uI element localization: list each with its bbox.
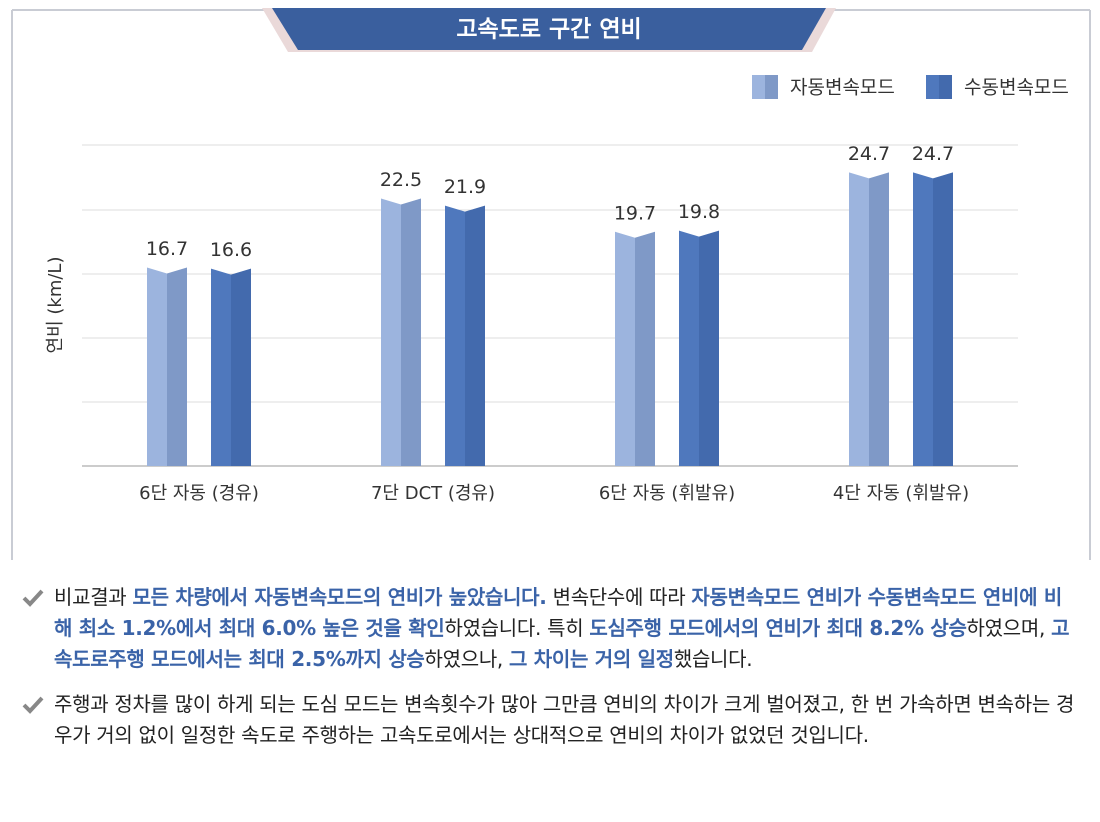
legend-label: 수동변속모드: [964, 77, 1069, 99]
bar: [913, 172, 953, 466]
note-text: 주행과 정차를 많이 하게 되는 도심 모드는 변속횟수가 많아 그만큼 연비의…: [54, 692, 1075, 747]
bar-body: [849, 172, 889, 466]
x-tick-label: 4단 자동 (휘발유): [833, 483, 969, 504]
bar: [615, 231, 655, 466]
value-label: 21.9: [444, 176, 486, 198]
note-emphasis: 자동변속모드 연비가 수동변속모드 연비에 비해 최소 1.2%에서 최대 6.…: [54, 585, 1062, 640]
bar-shade: [465, 205, 485, 466]
note-emphasis: 모든 차량에서 자동변속모드의 연비가 높았습니다.: [132, 585, 547, 609]
bar-shade: [933, 172, 953, 466]
bar-body: [147, 267, 187, 466]
bar: [679, 230, 719, 466]
value-label: 16.6: [210, 239, 252, 261]
bar-body: [381, 198, 421, 466]
note: 비교결과 모든 차량에서 자동변속모드의 연비가 높았습니다. 변속단수에 따라…: [20, 582, 1080, 675]
value-label: 22.5: [380, 169, 422, 191]
note: 주행과 정차를 많이 하게 되는 도심 모드는 변속횟수가 많아 그만큼 연비의…: [20, 689, 1080, 751]
legend-swatch: [765, 75, 778, 99]
value-label: 24.7: [848, 143, 890, 165]
chart: 고속도로 구간 연비 연비 (km/L) 6단 자동 (경유) 16.7 16.6 7…: [11, 8, 1091, 560]
x-tick-label: 6단 자동 (경유): [139, 483, 259, 504]
value-label: 24.7: [912, 143, 954, 165]
bar-body: [615, 231, 655, 466]
bar-body: [679, 230, 719, 466]
bar: [381, 198, 421, 466]
notes: 비교결과 모든 차량에서 자동변속모드의 연비가 높았습니다. 변속단수에 따라…: [20, 582, 1080, 765]
bar: [147, 267, 187, 466]
legend-swatch-shade: [765, 75, 778, 99]
bar-shade: [699, 230, 719, 466]
title-banner: [272, 8, 826, 50]
note-emphasis: 고속도로주행 모드에서는 최대 2.5%까지 상승: [54, 616, 1070, 671]
note-text: 하였으나,: [424, 647, 510, 671]
legend-swatch: [752, 75, 765, 99]
note-text: 했습니다.: [673, 647, 753, 671]
bar: [849, 172, 889, 466]
x-tick-label: 6단 자동 (휘발유): [599, 483, 735, 504]
bar-body: [445, 205, 485, 466]
bar-shade: [635, 231, 655, 466]
bar-body: [913, 172, 953, 466]
note-emphasis: 그 차이는 거의 일정: [509, 647, 674, 671]
value-label: 19.8: [678, 201, 720, 223]
bar: [211, 268, 251, 466]
check-icon: [22, 696, 44, 714]
legend-swatch: [926, 75, 939, 99]
legend-swatch-shade: [939, 75, 952, 99]
bar-shade: [231, 268, 251, 466]
value-label: 16.7: [146, 238, 188, 260]
bar-shade: [167, 267, 187, 466]
note-text: 변속단수에 따라: [546, 585, 692, 609]
note-emphasis: 도심주행 모드에서의 연비가 최대 8.2% 상승: [589, 616, 967, 640]
bar-shade: [401, 198, 421, 466]
note-text: 하였습니다. 특히: [444, 616, 590, 640]
bar: [445, 205, 485, 466]
bar-shade: [869, 172, 889, 466]
note-text: 하였으며,: [966, 616, 1052, 640]
x-tick-label: 7단 DCT (경유): [371, 483, 495, 504]
value-label: 19.7: [614, 202, 656, 224]
legend-swatch: [939, 75, 952, 99]
note-text: 비교결과: [54, 585, 133, 609]
bar-body: [211, 268, 251, 466]
check-icon: [22, 589, 44, 607]
chart-title: 고속도로 구간 연비: [456, 17, 641, 43]
legend-label: 자동변속모드: [790, 77, 895, 99]
y-axis-label: 연비 (km/L): [45, 257, 66, 354]
